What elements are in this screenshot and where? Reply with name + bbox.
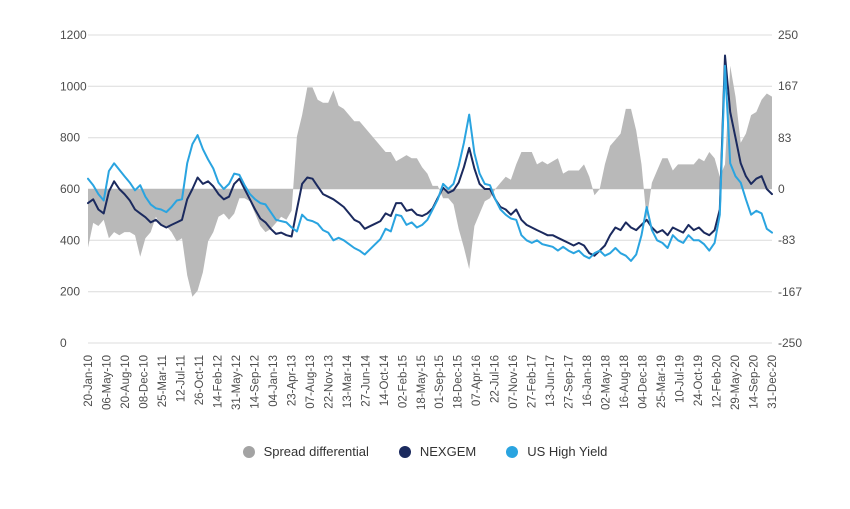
legend: Spread differential NEXGEM US High Yield: [0, 444, 850, 459]
x-axis-tick-label: 18-May-15: [416, 355, 428, 410]
x-axis-tick-label: 24-Oct-19: [693, 355, 705, 406]
chart-canvas: 0 200 400 600 800 1000 1200 250 167 83 0 -83 -167 -25…: [60, 28, 802, 410]
legend-label-us-high-yield: US High Yield: [527, 444, 608, 459]
right-axis-tick-label: 167: [778, 79, 798, 93]
x-axis-tick-label: 02-May-18: [601, 355, 613, 410]
left-axis-tick-label: 600: [60, 182, 80, 196]
legend-item-spread-differential: Spread differential: [242, 444, 369, 459]
x-axis-tick-label: 31-May-12: [231, 355, 243, 410]
spread-differential-legend-marker: [242, 445, 255, 458]
x-axis-tick-label: 27-Feb-17: [527, 355, 539, 408]
x-axis-tick-label: 01-Sep-15: [434, 355, 446, 409]
x-axis-tick-label: 16-Aug-18: [619, 355, 631, 409]
x-axis-tick-label: 31-Dec-20: [767, 355, 779, 409]
x-axis-tick-label: 13-Jun-17: [545, 355, 557, 407]
x-axis-tick-label: 22-Nov-13: [323, 355, 335, 409]
x-axis-tick-label: 07-Apr-16: [471, 355, 483, 406]
right-axis-tick-label: -167: [778, 285, 802, 299]
x-axis-tick-label: 14-Feb-12: [212, 355, 224, 408]
right-axis-tick-label: 250: [778, 28, 798, 42]
x-axis-tick-label: 18-Dec-15: [453, 355, 465, 409]
x-axis-tick-label: 13-Mar-14: [342, 354, 354, 408]
x-axis-tick-label: 06-May-10: [102, 355, 114, 410]
right-axis-tick-label: 83: [778, 131, 792, 145]
x-axis-tick-label: 29-May-20: [730, 355, 742, 410]
x-axis-tick-label: 14-Oct-14: [379, 354, 391, 406]
x-axis-tick-label: 04-Dec-18: [638, 355, 650, 409]
x-axis-tick-label: 23-Apr-13: [286, 355, 298, 406]
x-axis-tick-label: 14-Sep-20: [749, 355, 761, 409]
x-axis-tick-label: 10-Jul-19: [675, 355, 687, 403]
x-axis-tick-label: 16-Jan-18: [582, 355, 594, 407]
spread-differential-area: [88, 65, 772, 297]
left-axis-tick-label: 0: [60, 336, 67, 350]
x-axis-tick-label: 25-Mar-11: [157, 355, 169, 407]
right-axis-tick-label: 0: [778, 182, 785, 196]
x-axis-tick-label: 12-Feb-20: [712, 355, 724, 408]
x-axis-tick-label: 26-Oct-11: [194, 355, 206, 405]
left-axis-tick-label: 800: [60, 131, 80, 145]
left-axis-tick-label: 200: [60, 285, 80, 299]
x-axis-tick-label: 25-Mar-19: [656, 355, 668, 408]
legend-label-spread-differential: Spread differential: [263, 444, 369, 459]
legend-item-nexgem: NEXGEM: [398, 444, 477, 459]
x-axis-tick-label: 20-Jan-10: [83, 355, 95, 407]
left-axis-tick-label: 1000: [60, 79, 87, 93]
left-axis-tick-label: 1200: [60, 28, 87, 42]
us-high-yield-line: [87, 64, 773, 262]
x-axis-tick-label: 08-Dec-10: [139, 355, 151, 409]
left-axis-tick-label: 400: [60, 233, 80, 247]
x-axis-tick-label: 14-Sep-12: [249, 355, 261, 409]
x-axis-tick-label: 27-Jun-14: [360, 354, 372, 406]
x-axis-tick-label: 07-Aug-13: [305, 355, 317, 409]
x-axis-tick-label: 27-Sep-17: [564, 355, 576, 409]
x-axis-tick-label: 22-Jul-16: [490, 355, 502, 403]
right-axis-tick-label: -83: [778, 233, 796, 247]
nexgem-line: [87, 54, 773, 257]
legend-item-us-high-yield: US High Yield: [506, 444, 607, 459]
x-axis-tick-label: 20-Aug-10: [120, 355, 132, 409]
x-axis-tick-label: 04-Jan-13: [268, 355, 280, 407]
legend-label-nexgem: NEXGEM: [419, 444, 477, 459]
right-axis-tick-label: -250: [778, 336, 802, 350]
us-high-yield-legend-marker: [506, 445, 519, 458]
x-axis-tick-label: 02-Feb-15: [397, 355, 409, 408]
x-axis-tick-label: 12-Jul-11: [175, 355, 187, 402]
x-axis-tick-label: 07-Nov-16: [508, 355, 520, 409]
nexgem-legend-marker: [398, 445, 411, 458]
